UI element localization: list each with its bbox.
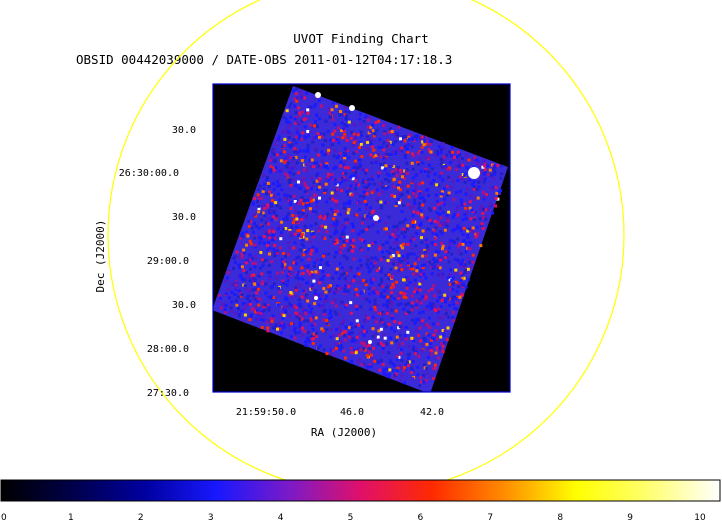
chart-title: UVOT Finding Chart <box>293 31 429 46</box>
colorbar <box>0 479 721 502</box>
star-source <box>368 340 372 344</box>
chart-subtitle: OBSID 00442039000 / DATE-OBS 2011-01-12T… <box>76 52 453 67</box>
star-source <box>315 92 321 98</box>
y-tick-label: 30.0 <box>172 125 196 136</box>
x-tick-label: 42.0 <box>420 407 444 418</box>
y-tick-label: 30.0 <box>172 300 196 311</box>
colorbar-label: 4 <box>278 513 284 521</box>
y-tick-label: 27:30.0 <box>147 388 189 399</box>
y-tick-label: 29:00.0 <box>147 256 189 267</box>
star-source <box>314 296 318 300</box>
colorbar-label: 0 <box>1 513 7 521</box>
colorbar-label: 3 <box>208 513 214 521</box>
image-frame <box>212 83 511 393</box>
colorbar-label: 7 <box>487 513 493 521</box>
colorbar-labels: 0 1 2 3 4 5 6 7 8 9 10 <box>1 513 706 521</box>
colorbar-label: 2 <box>138 513 144 521</box>
y-tick-label: 30.0 <box>172 212 196 223</box>
star-source <box>349 105 355 111</box>
star-source <box>468 167 480 179</box>
colorbar-label: 5 <box>348 513 354 521</box>
exposure-image <box>213 86 508 392</box>
colorbar-label: 10 <box>694 513 706 521</box>
y-tick-label: 26:30:00.0 <box>119 168 179 179</box>
colorbar-label: 1 <box>68 513 74 521</box>
x-tick-label: 46.0 <box>340 407 364 418</box>
y-tick-labels: 30.0 26:30:00.0 30.0 29:00.0 30.0 28:00.… <box>119 125 196 399</box>
colorbar-label: 6 <box>418 513 424 521</box>
colorbar-label: 8 <box>557 513 563 521</box>
y-axis-label: Dec (J2000) <box>94 220 107 293</box>
x-tick-label: 21:59:50.0 <box>236 407 296 418</box>
star-source <box>373 215 379 221</box>
x-tick-labels: 21:59:50.0 46.0 42.0 <box>236 407 444 418</box>
x-axis-label: RA (J2000) <box>311 426 377 439</box>
colorbar-label: 9 <box>627 513 633 521</box>
y-tick-label: 28:00.0 <box>147 344 189 355</box>
